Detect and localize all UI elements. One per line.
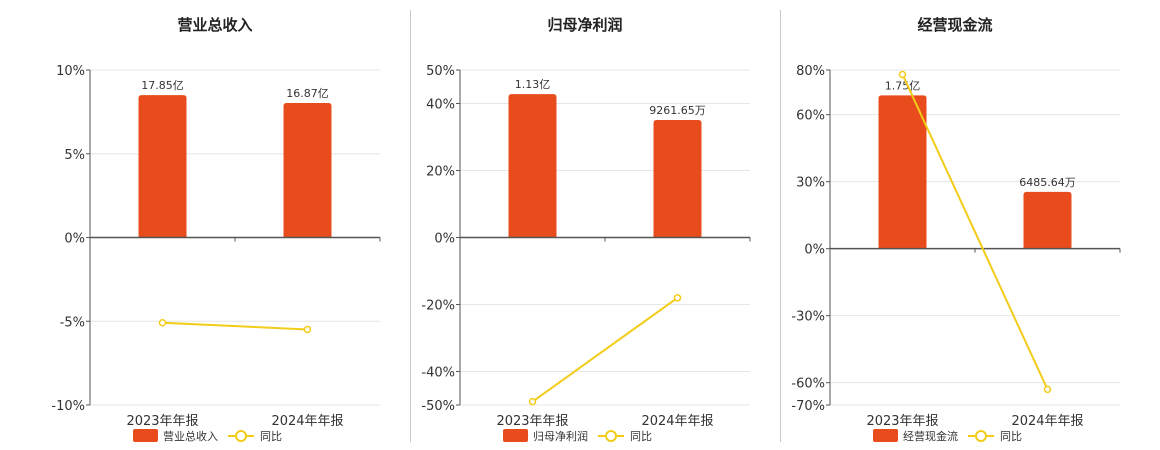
x-category-label: 2024年年报: [641, 414, 713, 429]
x-category-label: 2024年年报: [1011, 414, 1083, 429]
y-tick-label: -40%: [421, 366, 455, 381]
y-tick-label: -60%: [791, 377, 825, 392]
yoy-point: [1043, 385, 1052, 394]
bar-data-label: 9261.65万: [649, 104, 706, 117]
bar-data-label: 17.85亿: [141, 79, 184, 92]
y-tick-label: 60%: [796, 109, 825, 124]
x-category-label: 2024年年报: [271, 414, 343, 429]
legend-line-marker: [605, 430, 617, 442]
y-tick-label: 40%: [426, 98, 455, 113]
legend-bar-label: 归母净利润: [533, 429, 588, 443]
yoy-line: [901, 74, 1049, 390]
chart-panel-net-profit: 归母净利润 50% 40% 20% 0% -20% -40% -50% 1.13亿 9261.6…: [400, 0, 770, 450]
bar-data-label: 1.13亿: [515, 78, 551, 91]
bar: [283, 102, 332, 238]
chart-title: 经营现金流: [917, 16, 993, 34]
chart-svg: 80% 60% 30% 0% -30% -60% -70% 1.75亿 6485.64万 2023…: [791, 64, 1121, 443]
yoy-point: [528, 397, 537, 406]
y-tick-label: 0%: [804, 243, 825, 258]
legend-bar-swatch: [133, 429, 158, 442]
x-category-label: 2023年年报: [126, 414, 198, 429]
yoy-point: [158, 319, 167, 327]
y-tick-label: 50%: [426, 64, 455, 79]
legend-line-marker: [975, 430, 987, 442]
y-tick-label: 30%: [796, 176, 825, 191]
chart-title: 归母净利润: [547, 16, 623, 34]
y-tick-label: -70%: [791, 399, 825, 414]
bar-data-label: 1.75亿: [885, 79, 921, 92]
legend-line-marker: [235, 430, 247, 442]
y-tick-label: 10%: [56, 64, 85, 79]
bar: [878, 95, 927, 249]
panel-divider: [410, 10, 411, 442]
y-tick-label: 0%: [64, 232, 85, 247]
bar: [653, 119, 702, 238]
legend-bar-swatch: [503, 429, 528, 442]
panel-divider: [780, 10, 781, 442]
chart-svg: 50% 40% 20% 0% -20% -40% -50% 1.13亿 9261.65万 2023…: [421, 64, 751, 443]
yoy-point: [303, 325, 312, 334]
y-tick-label: -10%: [51, 399, 85, 414]
legend-line-label: 同比: [1000, 430, 1022, 443]
yoy-line: [162, 321, 308, 331]
bar-data-label: 6485.64万: [1019, 176, 1076, 189]
yoy-point: [673, 294, 682, 302]
y-tick-label: 0%: [434, 232, 455, 247]
bar-data-label: 16.87亿: [286, 87, 329, 100]
legend-line-label: 同比: [260, 430, 282, 443]
chart-panel-cash-flow: 经营现金流 80% 60% 30% 0% -30% -60% -70% 1.75亿 6485.6…: [770, 0, 1140, 450]
bar: [1023, 191, 1072, 249]
chart-svg: 10% 5% 0% -5% -10% 17.85亿 16.87亿 2023年年报 2024年年报…: [51, 64, 381, 443]
legend-bar-swatch: [873, 429, 898, 442]
bar: [508, 94, 557, 238]
legend-bar-label: 经营现金流: [903, 429, 958, 443]
y-tick-label: 80%: [796, 64, 825, 79]
y-tick-label: 20%: [426, 165, 455, 180]
x-category-label: 2023年年报: [866, 414, 938, 429]
y-tick-label: -50%: [421, 399, 455, 414]
y-tick-label: 5%: [64, 148, 85, 163]
y-tick-label: -20%: [421, 299, 455, 314]
yoy-point: [898, 70, 907, 79]
chart-title: 营业总收入: [177, 16, 253, 34]
bar: [138, 95, 187, 238]
chart-panel-revenue: 营业总收入 10% 5% 0% -5% -10% 17.85亿 16.87亿 2023年年报 2…: [30, 0, 400, 450]
legend-bar-label: 营业总收入: [163, 429, 218, 443]
x-category-label: 2023年年报: [496, 414, 568, 429]
yoy-line: [531, 296, 679, 403]
y-tick-label: -30%: [791, 310, 825, 325]
legend-line-label: 同比: [630, 430, 652, 443]
y-tick-label: -5%: [60, 315, 85, 330]
